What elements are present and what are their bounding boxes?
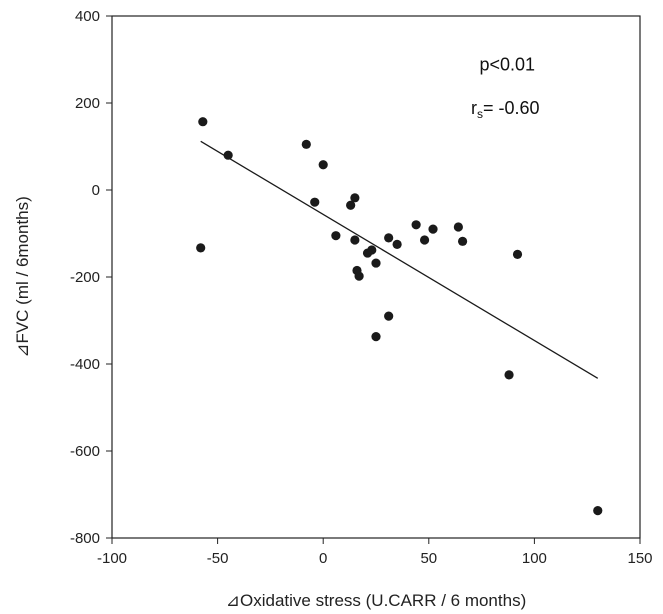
x-tick-label: 100 [522, 550, 547, 567]
x-tick-label: -50 [207, 550, 229, 567]
data-point [512, 249, 523, 259]
x-tick-label: -100 [97, 550, 127, 567]
x-axis-ticks: -100 -50 0 50 100 150 [97, 538, 653, 567]
data-points [196, 117, 603, 516]
plot-area [111, 15, 641, 539]
data-point [371, 258, 381, 268]
data-point [593, 505, 603, 516]
data-point [354, 271, 364, 281]
data-point [457, 236, 468, 246]
y-tick-label: 200 [75, 95, 100, 112]
data-point [384, 311, 394, 321]
data-point [198, 117, 208, 127]
data-point [301, 139, 311, 149]
data-point [453, 222, 463, 232]
data-point [318, 160, 328, 170]
data-point [350, 235, 360, 245]
x-tick-label: 150 [627, 550, 652, 567]
y-tick-label: 400 [75, 8, 100, 25]
rs-symbol: r [471, 98, 477, 118]
p-value-annotation: p<0.01 [479, 54, 535, 74]
x-tick-label: 50 [420, 550, 437, 567]
y-axis-label: ⊿FVC (ml / 6months) [13, 196, 32, 358]
data-point [392, 239, 402, 249]
y-tick-label: 0 [92, 182, 100, 199]
y-tick-label: -800 [70, 530, 100, 547]
data-point [223, 150, 233, 160]
data-point [371, 331, 381, 342]
data-point [384, 233, 394, 243]
data-point [196, 243, 206, 253]
data-point [411, 220, 421, 230]
data-point [419, 235, 430, 245]
data-point [350, 193, 360, 203]
y-tick-label: -600 [70, 443, 100, 460]
x-axis-label: ⊿Oxidative stress (U.CARR / 6 months) [226, 591, 526, 610]
trend-line [200, 140, 599, 379]
data-point [346, 200, 356, 210]
rs-value: = -0.60 [483, 98, 540, 118]
y-axis-ticks: 400 200 0 -200 -400 -600 -800 [70, 8, 112, 547]
y-tick-label: -200 [70, 269, 100, 286]
data-point [331, 231, 341, 241]
data-point [310, 197, 320, 207]
x-tick-label: 0 [319, 550, 327, 567]
y-tick-label: -400 [70, 356, 100, 373]
data-point [367, 245, 377, 255]
rs-annotation: rs= -0.60 [471, 98, 540, 121]
rs-subscript: s [477, 107, 483, 121]
data-point [428, 224, 438, 234]
data-point [504, 370, 514, 380]
